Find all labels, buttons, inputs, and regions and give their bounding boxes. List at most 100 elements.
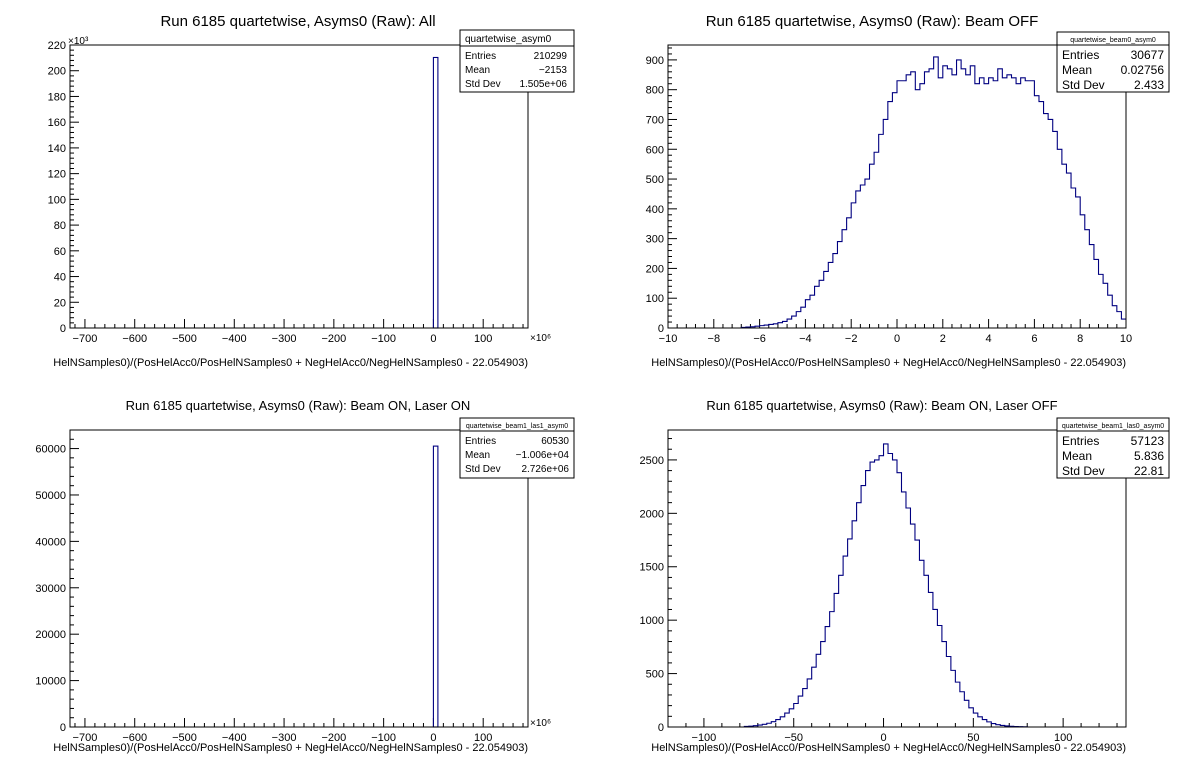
stats-label-entries: Entries — [1062, 434, 1099, 448]
stats-label-stddev: Std Dev — [1062, 464, 1105, 478]
y-tick-label: 40000 — [35, 536, 66, 548]
y-tick-label: 400 — [646, 204, 664, 216]
panel-laser-on: Run 6185 quartetwise, Asyms0 (Raw): Beam… — [35, 398, 575, 754]
y-tick-label: 0 — [60, 323, 66, 335]
y-tick-label: 20 — [54, 297, 66, 309]
y-tick-label: 1500 — [640, 562, 664, 574]
stats-value-entries: 30677 — [1131, 48, 1165, 62]
y-tick-label: 0 — [60, 722, 66, 734]
y-tick-label: 900 — [646, 55, 664, 67]
stats-name: quartetwise_beam1_las1_asym0 — [466, 423, 568, 430]
x-tick-label: −700 — [73, 732, 98, 744]
y-tick-label: 50000 — [35, 490, 66, 502]
x-tick-label: 4 — [986, 333, 992, 345]
y-tick-label: 1000 — [640, 615, 664, 627]
x-tick-label: 8 — [1077, 333, 1083, 345]
x-tick-label: 6 — [1031, 333, 1037, 345]
x-tick-label: −4 — [799, 333, 812, 345]
y-tick-label: 2500 — [640, 455, 664, 467]
y-tick-label: 160 — [48, 117, 66, 129]
y-tick-label: 0 — [658, 722, 664, 734]
y-multiplier: ×10³ — [68, 36, 89, 47]
plot-frame — [69, 429, 529, 728]
x-tick-label: 50 — [967, 732, 979, 744]
stats-value-mean: −2153 — [539, 65, 568, 76]
stats-value-stddev: 1.505e+06 — [519, 79, 567, 90]
x-tick-label: −2 — [845, 333, 858, 345]
panel-title: Run 6185 quartetwise, Asyms0 (Raw): Beam… — [706, 398, 1057, 413]
y-tick-label: 500 — [646, 174, 664, 186]
plot-frame — [667, 429, 1127, 728]
stats-label-mean: Mean — [1062, 449, 1092, 463]
stats-label-entries: Entries — [465, 436, 496, 447]
y-tick-label: 2000 — [640, 508, 664, 520]
y-tick-label: 140 — [48, 143, 66, 155]
x-tick-label: −6 — [753, 333, 766, 345]
x-axis-label: HelNSamples0)/(PosHelAcc0/PosHelNSamples… — [53, 357, 528, 369]
x-tick-label: −500 — [172, 732, 197, 744]
panel-all: Run 6185 quartetwise, Asyms0 (Raw): All … — [48, 13, 575, 369]
x-axis-label: HelNSamples0)/(PosHelAcc0/PosHelNSamples… — [651, 742, 1126, 754]
y-tick-label: 300 — [646, 234, 664, 246]
stats-value-mean: −1.006e+04 — [516, 450, 570, 461]
x-axis-label: HelNSamples0)/(PosHelAcc0/PosHelNSamples… — [53, 742, 528, 754]
y-tick-label: 10000 — [35, 676, 66, 688]
stats-label-mean: Mean — [465, 450, 490, 461]
stats-value-mean: 0.02756 — [1121, 63, 1165, 77]
y-tick-label: 700 — [646, 114, 664, 126]
stats-value-mean: 5.836 — [1134, 449, 1164, 463]
y-tick-label: 220 — [48, 40, 66, 52]
stats-value-entries: 210299 — [534, 51, 568, 62]
x-tick-label: −300 — [272, 732, 297, 744]
x-tick-label: 10 — [1120, 333, 1132, 345]
panel-beam-off: Run 6185 quartetwise, Asyms0 (Raw): Beam… — [646, 13, 1170, 369]
y-tick-label: 100 — [48, 194, 66, 206]
x-tick-label: −700 — [73, 333, 98, 345]
x-tick-label: −100 — [371, 333, 396, 345]
panel-title: Run 6185 quartetwise, Asyms0 (Raw): Beam… — [126, 398, 471, 413]
y-tick-label: 200 — [646, 263, 664, 275]
y-tick-label: 800 — [646, 85, 664, 97]
stats-label-mean: Mean — [1062, 63, 1092, 77]
histogram-line — [668, 56, 1126, 329]
stats-box: quartetwise_beam1_las0_asym0 Entries 571… — [1056, 417, 1170, 479]
stats-box: quartetwise_beam0_asym0 Entries 30677 Me… — [1056, 31, 1170, 93]
y-tick-label: 200 — [48, 66, 66, 78]
x-multiplier: ×10⁶ — [530, 333, 551, 344]
stats-value-stddev: 2.433 — [1134, 78, 1164, 92]
panel-title: Run 6185 quartetwise, Asyms0 (Raw): All — [160, 13, 435, 30]
stats-name: quartetwise_asym0 — [465, 34, 552, 45]
stats-value-stddev: 2.726e+06 — [521, 464, 569, 475]
y-tick-label: 500 — [646, 669, 664, 681]
y-tick-label: 30000 — [35, 583, 66, 595]
x-tick-label: −400 — [222, 333, 247, 345]
stats-label-stddev: Std Dev — [465, 464, 501, 475]
x-tick-label: 0 — [430, 732, 436, 744]
stats-name: quartetwise_beam1_las0_asym0 — [1062, 423, 1164, 430]
x-tick-label: −10 — [659, 333, 678, 345]
x-tick-label: 0 — [880, 732, 886, 744]
y-tick-label: 40 — [54, 272, 66, 284]
x-tick-label: −200 — [321, 732, 346, 744]
panel-title: Run 6185 quartetwise, Asyms0 (Raw): Beam… — [706, 13, 1039, 30]
stats-value-entries: 57123 — [1131, 434, 1165, 448]
x-tick-label: −100 — [692, 732, 717, 744]
stats-value-stddev: 22.81 — [1134, 464, 1164, 478]
y-tick-label: 100 — [646, 293, 664, 305]
panel-laser-off: Run 6185 quartetwise, Asyms0 (Raw): Beam… — [640, 398, 1170, 754]
x-tick-label: 0 — [894, 333, 900, 345]
y-tick-label: 80 — [54, 220, 66, 232]
y-tick-label: 20000 — [35, 629, 66, 641]
y-tick-label: 60000 — [35, 444, 66, 456]
x-multiplier: ×10⁶ — [530, 718, 551, 729]
y-tick-label: 60 — [54, 246, 66, 258]
y-tick-label: 600 — [646, 144, 664, 156]
x-axis-label: HelNSamples0)/(PosHelAcc0/PosHelNSamples… — [651, 357, 1126, 369]
y-tick-label: 0 — [658, 323, 664, 335]
x-tick-label: −50 — [784, 732, 803, 744]
x-tick-label: 100 — [474, 333, 492, 345]
stats-value-entries: 60530 — [541, 436, 569, 447]
x-tick-label: −400 — [222, 732, 247, 744]
stats-label-stddev: Std Dev — [1062, 78, 1105, 92]
x-tick-label: 0 — [430, 333, 436, 345]
